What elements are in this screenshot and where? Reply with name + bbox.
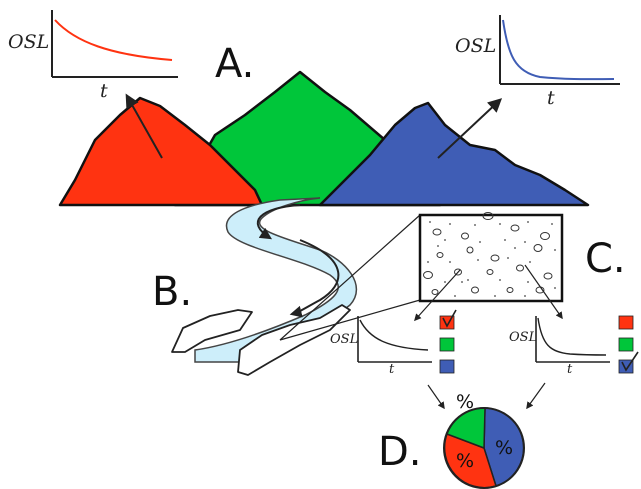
arrow-plot-right-to-pie xyxy=(526,382,546,410)
river-flow-arrow-2 xyxy=(289,239,340,318)
zoom-line-upper xyxy=(279,214,421,341)
y-axis-label: OSL xyxy=(8,31,49,53)
legend-swatch-blue xyxy=(439,359,455,374)
mountain-red xyxy=(58,96,264,207)
pie-label-red: % xyxy=(456,450,474,472)
x-axis-label: t xyxy=(389,362,395,377)
x-axis-label: t xyxy=(547,87,555,109)
river-flow-arrow-1 xyxy=(256,204,301,240)
pie-label-blue: % xyxy=(495,437,513,459)
source-legend-left xyxy=(439,309,457,374)
y-axis-label: OSL xyxy=(330,332,358,347)
arrow-blue-to-plot xyxy=(437,98,503,159)
provenance-pie: % % % xyxy=(443,391,525,489)
mountain-blue xyxy=(318,101,590,207)
sediment-grain-box xyxy=(418,212,564,303)
osl-plot-top-left: OSL t xyxy=(8,10,178,102)
x-axis-label: t xyxy=(100,80,108,102)
osl-plot-grain-right: OSL t xyxy=(509,316,610,377)
legend-swatch-red xyxy=(618,315,634,330)
decay-curve-blue xyxy=(502,19,615,81)
pie-label-green: % xyxy=(456,391,474,413)
grain-arrow-right xyxy=(524,264,563,320)
zoom-line-lower xyxy=(279,299,421,341)
sand-bar-right xyxy=(237,304,351,376)
legend-swatch-green xyxy=(618,337,634,352)
label-b: B. xyxy=(152,269,192,315)
label-a: A. xyxy=(215,41,254,87)
arrow-plot-left-to-pie xyxy=(427,384,445,410)
arrow-red-to-plot xyxy=(125,93,163,159)
checkmark-icon xyxy=(621,351,639,372)
decay-curve-red xyxy=(54,19,173,61)
mountain-range xyxy=(58,70,590,207)
osl-plot-top-right: OSL t xyxy=(455,15,620,109)
legend-swatch-green xyxy=(439,337,455,352)
checkmark-icon xyxy=(442,309,457,328)
osl-plot-grain-left: OSL t xyxy=(330,316,432,377)
label-c: C. xyxy=(585,236,626,282)
sand-bar-left xyxy=(171,309,253,353)
river xyxy=(171,197,357,376)
y-axis-label: OSL xyxy=(509,330,537,345)
x-axis-label: t xyxy=(567,362,573,377)
y-axis-label: OSL xyxy=(455,35,496,57)
grain-arrow-left xyxy=(414,269,461,322)
source-legend-right xyxy=(618,315,639,374)
label-d: D. xyxy=(378,429,422,475)
